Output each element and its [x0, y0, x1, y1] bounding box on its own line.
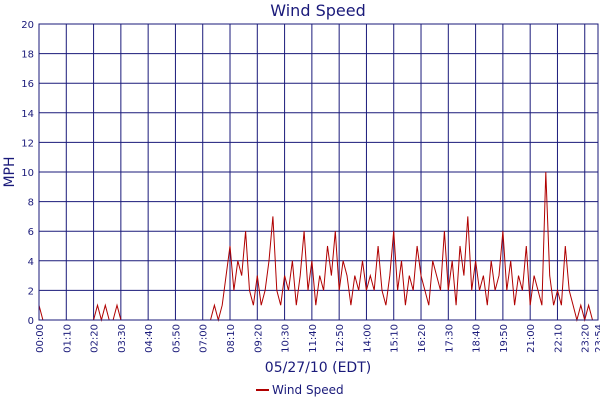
- x-tick-label: 00:00: [35, 324, 46, 353]
- x-tick-label: 12:50: [335, 324, 346, 353]
- y-tick-label: 2: [28, 286, 34, 297]
- legend-label-wind-speed: Wind Speed: [272, 383, 344, 397]
- x-tick-label: 03:30: [117, 324, 128, 353]
- x-tick-label: 05:50: [171, 324, 182, 353]
- x-tick-label: 18:40: [472, 324, 483, 353]
- series-layer: [38, 171, 597, 322]
- x-tick-label: 10:30: [281, 324, 292, 353]
- x-axis-labels: 00:00 01:10 02:20 03:30 04:40 05:50 07:00 08:10…: [35, 324, 600, 353]
- x-tick-label: 21:00: [526, 324, 537, 353]
- x-tick-label: 15:10: [390, 324, 401, 353]
- x-tick-label: 16:20: [417, 324, 428, 353]
- y-tick-label: 6: [28, 227, 34, 238]
- x-tick-label: 17:30: [444, 324, 455, 353]
- y-axis-title: MPH: [2, 156, 18, 187]
- y-tick-label: 8: [28, 198, 34, 209]
- series-line-wind-speed: [38, 171, 597, 322]
- y-axis-labels: 0 2 4 6 8 10 12 14 16 18 20: [21, 20, 34, 327]
- plot-frame: [38, 23, 599, 321]
- x-tick-label: 22:10: [553, 324, 564, 353]
- x-tick-label: 07:00: [199, 324, 210, 353]
- y-tick-label: 16: [21, 79, 34, 90]
- y-tick-label: 20: [21, 20, 34, 31]
- chart-title: Wind Speed: [270, 1, 365, 20]
- x-tick-label: 01:10: [62, 324, 73, 353]
- x-tick-label: 23:20: [581, 324, 592, 353]
- x-tick-label: 11:40: [308, 324, 319, 353]
- plot-grid: [38, 23, 599, 321]
- x-tick-label: 08:10: [226, 324, 237, 353]
- x-tick-label: 14:00: [362, 324, 373, 353]
- y-tick-label: 18: [21, 50, 34, 61]
- x-tick-label: 09:20: [253, 324, 264, 353]
- x-tick-label: 19:50: [499, 324, 510, 353]
- legend: Wind Speed: [256, 383, 344, 397]
- y-tick-label: 12: [21, 138, 34, 149]
- x-tick-label: 02:20: [90, 324, 101, 353]
- y-tick-label: 10: [21, 168, 34, 179]
- x-tick-label: 23:54: [594, 324, 600, 353]
- x-tick-label: 04:40: [144, 324, 155, 353]
- y-tick-label: 14: [21, 109, 34, 120]
- y-tick-label: 4: [28, 257, 34, 268]
- y-tick-label: 0: [28, 316, 34, 327]
- x-axis-title: 05/27/10 (EDT): [265, 360, 371, 376]
